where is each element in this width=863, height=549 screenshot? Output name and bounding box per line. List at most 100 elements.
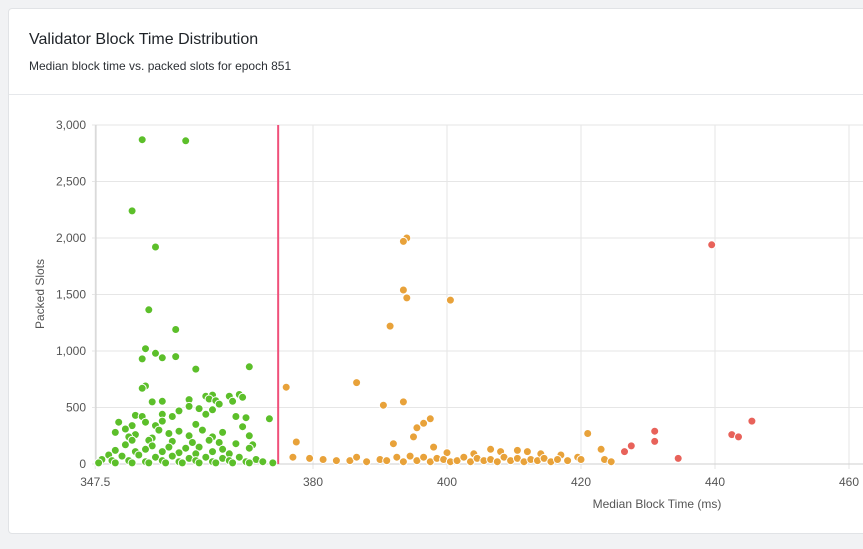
data-point-green[interactable] xyxy=(164,429,174,438)
data-point-red[interactable] xyxy=(734,432,743,442)
data-point-green[interactable] xyxy=(204,435,214,445)
data-point-green[interactable] xyxy=(147,397,157,407)
data-point-green[interactable] xyxy=(127,435,137,445)
data-point-red[interactable] xyxy=(620,447,629,457)
data-point-green[interactable] xyxy=(244,431,254,441)
data-point-green[interactable] xyxy=(208,405,217,415)
data-point-green[interactable] xyxy=(157,447,167,457)
data-point-orange[interactable] xyxy=(352,452,362,462)
data-point-orange[interactable] xyxy=(425,414,435,424)
data-point-orange[interactable] xyxy=(419,452,429,462)
data-point-orange[interactable] xyxy=(402,293,412,303)
data-point-green[interactable] xyxy=(161,458,171,468)
data-point-orange[interactable] xyxy=(378,400,388,410)
data-point-green[interactable] xyxy=(231,412,241,421)
data-point-green[interactable] xyxy=(141,444,150,454)
data-point-red[interactable] xyxy=(650,426,660,436)
data-point-green[interactable] xyxy=(214,399,224,409)
data-point-green[interactable] xyxy=(117,451,127,461)
data-point-green[interactable] xyxy=(201,409,211,419)
data-point-orange[interactable] xyxy=(492,457,502,467)
data-point-green[interactable] xyxy=(164,442,174,452)
data-point-orange[interactable] xyxy=(305,453,315,463)
data-point-green[interactable] xyxy=(157,353,167,363)
data-point-green[interactable] xyxy=(174,406,184,416)
data-point-green[interactable] xyxy=(191,364,201,374)
data-point-orange[interactable] xyxy=(385,321,395,331)
data-point-orange[interactable] xyxy=(596,444,606,454)
data-point-green[interactable] xyxy=(194,404,204,414)
data-point-orange[interactable] xyxy=(291,437,301,447)
data-point-green[interactable] xyxy=(114,417,124,427)
data-point-orange[interactable] xyxy=(512,445,522,455)
data-point-orange[interactable] xyxy=(281,382,291,392)
data-point-green[interactable] xyxy=(244,443,254,453)
data-point-orange[interactable] xyxy=(382,456,392,466)
data-point-green[interactable] xyxy=(151,348,160,358)
data-point-green[interactable] xyxy=(234,452,244,462)
data-point-green[interactable] xyxy=(218,444,228,454)
data-point-green[interactable] xyxy=(94,458,104,468)
data-point-orange[interactable] xyxy=(459,452,469,462)
data-point-orange[interactable] xyxy=(288,452,298,462)
data-point-green[interactable] xyxy=(137,383,147,393)
data-point-red[interactable] xyxy=(626,441,636,451)
data-point-green[interactable] xyxy=(181,443,191,453)
data-point-red[interactable] xyxy=(747,416,757,426)
data-point-orange[interactable] xyxy=(331,456,341,466)
data-point-green[interactable] xyxy=(171,325,181,334)
data-point-orange[interactable] xyxy=(409,432,418,442)
data-point-orange[interactable] xyxy=(388,439,398,449)
data-point-green[interactable] xyxy=(228,458,238,468)
data-point-red[interactable] xyxy=(707,240,717,250)
data-point-orange[interactable] xyxy=(429,442,439,452)
data-point-green[interactable] xyxy=(157,396,167,406)
data-point-green[interactable] xyxy=(258,457,268,467)
data-point-green[interactable] xyxy=(181,136,191,146)
data-point-green[interactable] xyxy=(157,416,167,426)
data-point-green[interactable] xyxy=(208,447,217,457)
data-point-orange[interactable] xyxy=(522,447,532,457)
data-point-green[interactable] xyxy=(154,425,164,435)
data-point-orange[interactable] xyxy=(445,295,455,305)
data-point-orange[interactable] xyxy=(405,451,415,461)
data-point-orange[interactable] xyxy=(318,455,328,464)
data-point-green[interactable] xyxy=(137,354,147,364)
data-point-red[interactable] xyxy=(673,453,683,463)
data-point-green[interactable] xyxy=(244,362,254,372)
data-point-orange[interactable] xyxy=(412,423,422,433)
data-point-green[interactable] xyxy=(231,439,241,449)
data-point-orange[interactable] xyxy=(419,418,429,428)
data-point-green[interactable] xyxy=(218,427,228,437)
data-point-green[interactable] xyxy=(191,419,201,429)
data-point-green[interactable] xyxy=(238,392,248,402)
data-point-green[interactable] xyxy=(174,426,184,436)
data-point-green[interactable] xyxy=(127,206,137,216)
data-point-orange[interactable] xyxy=(398,236,408,246)
data-point-orange[interactable] xyxy=(576,455,586,464)
data-point-orange[interactable] xyxy=(553,455,562,464)
data-point-green[interactable] xyxy=(268,458,278,468)
data-point-green[interactable] xyxy=(110,445,120,455)
data-point-green[interactable] xyxy=(110,458,120,468)
data-point-green[interactable] xyxy=(141,344,150,354)
data-point-green[interactable] xyxy=(134,450,144,460)
data-point-red[interactable] xyxy=(650,436,660,446)
data-point-green[interactable] xyxy=(228,396,238,406)
data-point-green[interactable] xyxy=(238,422,248,432)
data-point-green[interactable] xyxy=(244,458,254,468)
data-point-green[interactable] xyxy=(127,458,137,468)
data-point-orange[interactable] xyxy=(352,378,362,388)
data-point-orange[interactable] xyxy=(606,457,616,467)
data-point-green[interactable] xyxy=(264,414,274,424)
data-point-orange[interactable] xyxy=(362,457,372,467)
data-point-green[interactable] xyxy=(177,458,187,468)
data-point-green[interactable] xyxy=(197,425,207,435)
data-point-orange[interactable] xyxy=(486,444,496,454)
data-point-green[interactable] xyxy=(110,427,120,437)
data-point-green[interactable] xyxy=(241,413,251,423)
data-point-green[interactable] xyxy=(187,438,197,447)
data-point-green[interactable] xyxy=(171,352,181,362)
data-point-orange[interactable] xyxy=(563,456,573,466)
data-point-orange[interactable] xyxy=(398,457,408,467)
